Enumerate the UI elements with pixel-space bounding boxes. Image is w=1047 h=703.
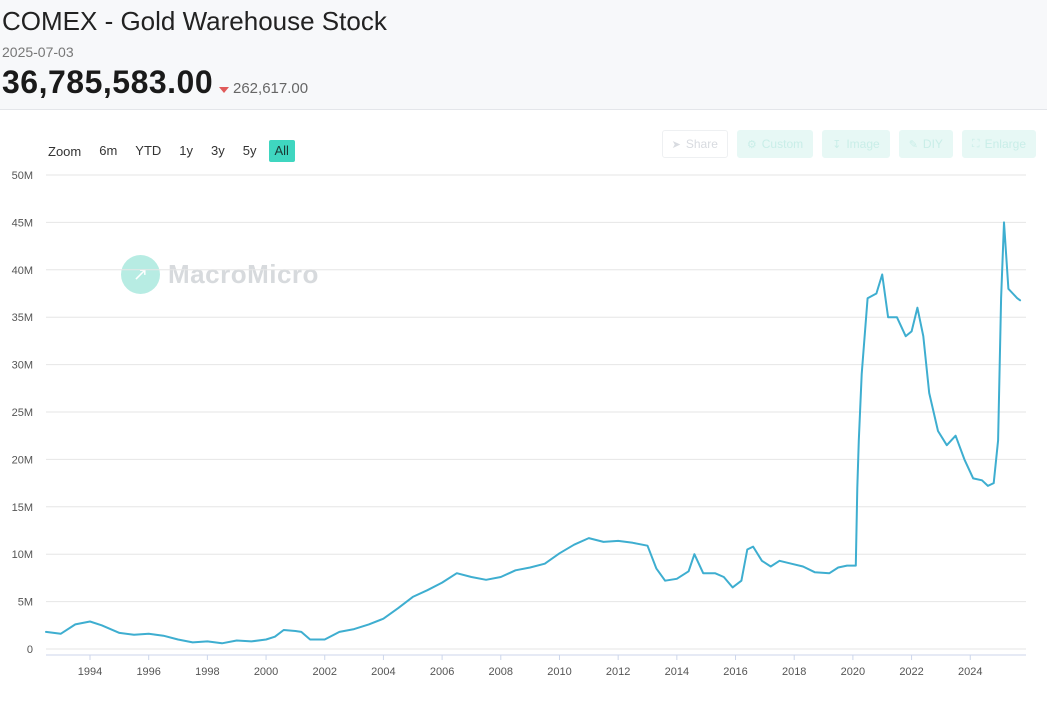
y-tick-label: 45M	[12, 217, 33, 229]
y-tick-label: 20M	[12, 454, 33, 466]
expand-icon: ⛶	[971, 137, 980, 150]
x-tick-label: 1994	[78, 666, 102, 678]
y-tick-label: 25M	[12, 407, 33, 419]
watermark: ↗ MacroMicro	[121, 255, 319, 294]
custom-label: Custom	[761, 137, 804, 151]
custom-button[interactable]: ⚙ Custom	[736, 130, 814, 158]
series-line	[45, 221, 1022, 645]
chart-toolbar: ➤ Share ⚙ Custom ↧ Image ✎ DIY ⛶ Enlarge	[661, 130, 1036, 158]
share-label: Share	[685, 137, 718, 151]
zoom-3y-button[interactable]: 3y	[211, 143, 225, 158]
x-tick-label: 2022	[899, 666, 923, 678]
enlarge-button[interactable]: ⛶ Enlarge	[961, 130, 1036, 158]
share-button[interactable]: ➤ Share	[661, 130, 728, 158]
download-icon: ↧	[832, 138, 842, 151]
y-tick-label: 35M	[12, 312, 33, 324]
y-tick-label: 0	[27, 644, 33, 656]
zoom-all-button[interactable]: All	[268, 140, 295, 162]
x-tick-label: 2004	[371, 666, 395, 678]
x-tick-label: 2020	[841, 666, 865, 678]
chart-header: COMEX - Gold Warehouse Stock 2025-07-03 …	[0, 0, 1047, 110]
zoom-6m-button[interactable]: 6m	[99, 143, 118, 158]
x-tick-label: 2024	[958, 666, 982, 678]
y-tick-label: 40M	[12, 265, 33, 277]
gear-icon: ⚙	[746, 138, 757, 151]
x-tick-label: 2018	[782, 666, 806, 678]
y-tick-label: 5M	[18, 597, 33, 609]
x-tick-label: 1998	[195, 666, 219, 678]
zoom-ytd-button[interactable]: YTD	[135, 143, 162, 158]
y-tick-label: 10M	[12, 549, 33, 561]
watermark-text: MacroMicro	[168, 259, 319, 289]
zoom-label: Zoom	[48, 143, 82, 159]
y-tick-label: 50M	[12, 170, 33, 182]
share-icon: ➤	[671, 138, 681, 151]
x-tick-label: 2014	[665, 666, 689, 678]
x-tick-label: 2002	[313, 666, 337, 678]
zoom-5y-button[interactable]: 5y	[242, 143, 257, 158]
zoom-bar: Zoom 6m YTD 1y 3y 5y All	[48, 140, 301, 162]
change-value: 262,617.00	[233, 80, 309, 97]
x-tick-label: 2006	[430, 666, 454, 678]
x-tick-label: 2010	[547, 666, 571, 678]
diy-label: DIY	[922, 137, 943, 151]
x-tick-label: 1996	[136, 666, 160, 678]
zoom-1y-button[interactable]: 1y	[179, 143, 194, 158]
x-tick-label: 2012	[606, 666, 630, 678]
y-tick-label: 30M	[12, 360, 33, 372]
latest-value: 36,785,583.00	[2, 64, 214, 100]
pencil-icon: ✎	[908, 138, 918, 151]
change-indicator: 262,617.00	[219, 80, 308, 97]
enlarge-label: Enlarge	[984, 137, 1026, 151]
page-title: COMEX - Gold Warehouse Stock	[2, 6, 387, 36]
x-tick-label: 2008	[489, 666, 513, 678]
x-tick-label: 2000	[254, 666, 278, 678]
diy-button[interactable]: ✎ DIY	[898, 130, 953, 158]
y-tick-label: 15M	[12, 502, 33, 514]
macromicro-logo-icon: ↗	[121, 255, 160, 294]
x-tick-label: 2016	[723, 666, 747, 678]
image-label: Image	[846, 137, 880, 151]
down-arrow-icon	[219, 86, 229, 93]
latest-date: 2025-07-03	[2, 44, 74, 60]
image-button[interactable]: ↧ Image	[822, 130, 890, 158]
